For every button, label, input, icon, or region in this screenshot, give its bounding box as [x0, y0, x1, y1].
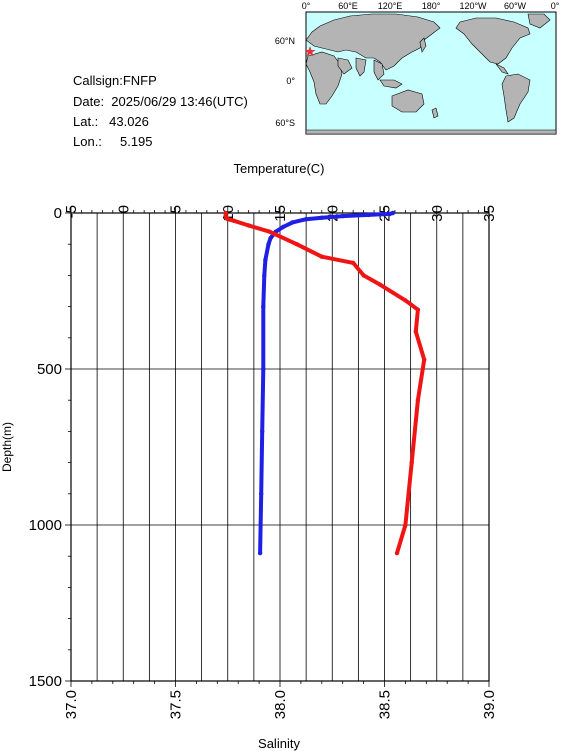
temperature-data-point: [387, 211, 392, 217]
land-antarctica: [305, 129, 557, 135]
bottom-tick-label: 38.5: [377, 690, 394, 719]
salinity-data-point: [403, 522, 408, 528]
top-tick-label: 5: [168, 205, 185, 213]
map-lon-label-2: 120°E: [378, 1, 403, 11]
temperature-data-point: [319, 215, 324, 220]
salinity-data-point: [409, 460, 414, 465]
land-africa: [305, 51, 343, 105]
temperature-data-point: [257, 550, 263, 556]
land-japan: [419, 37, 427, 53]
temperature-data-point: [259, 491, 264, 496]
salinity-data-point: [267, 229, 272, 234]
temperature-data-point: [290, 220, 295, 225]
salinity-data-point: [378, 282, 383, 287]
depth-tick-label: 0: [54, 205, 62, 222]
bottom-axis-label: Salinity: [258, 736, 300, 751]
map-lon-label-3: 180°: [422, 1, 441, 11]
salinity-data-point: [422, 357, 427, 362]
land-new-zealand: [431, 107, 439, 119]
latitude-text: Lat.: 43.026: [73, 114, 149, 129]
salinity-data-point: [351, 260, 356, 266]
y-axis-label: Depth(m): [0, 422, 14, 472]
chart-grid: [71, 213, 489, 681]
chart-ticks: [65, 207, 490, 687]
map-lon-label-1: 60°E: [338, 1, 358, 11]
land-indonesia: [379, 79, 403, 89]
land-se-asia: [373, 59, 385, 81]
land-eurasia: [305, 13, 441, 71]
world-map: 0° 60°E 120°E 180° 120°W 60°W 0° 60°N 0°…: [275, 1, 560, 135]
temperature-data-point: [261, 304, 266, 309]
map-lon-label-6: 0°: [551, 1, 560, 11]
temperature-data-point: [261, 366, 266, 372]
top-tick-label: 30: [429, 205, 446, 222]
salinity-data-point: [415, 307, 421, 312]
temperature-data-point: [340, 213, 345, 219]
salinity-data-point: [246, 223, 251, 228]
bottom-tick-label: 37.5: [168, 690, 185, 719]
land-greenland: [527, 13, 551, 29]
land-australia: [391, 89, 425, 113]
salinity-data-point: [361, 273, 366, 278]
salinity-data-point: [223, 210, 228, 216]
bottom-tick-label: 37.0: [63, 690, 80, 719]
temperature-data-point: [260, 429, 265, 434]
map-lon-label-5: 60°W: [504, 1, 527, 11]
salinity-data-point: [403, 298, 408, 303]
land-south-america: [501, 73, 531, 123]
top-tick-label: -5: [63, 205, 80, 218]
top-tick-label: 35: [481, 205, 498, 222]
salinity-data-point: [231, 218, 237, 223]
salinity-data-point: [319, 254, 324, 259]
top-tick-label: 15: [272, 205, 289, 222]
salinity-data-point: [223, 213, 228, 219]
depth-tick-label: 1500: [29, 673, 62, 690]
salinity-profile-line: [223, 211, 427, 556]
temperature-data-point: [266, 242, 271, 247]
land-arabia: [337, 57, 353, 75]
longitude-text: Lon.: 5.195: [73, 134, 153, 149]
salinity-data-point: [415, 398, 421, 403]
salinity-data-point: [394, 550, 400, 556]
land-central-america: [495, 63, 509, 75]
map-land: [305, 13, 557, 135]
temperature-data-point: [262, 273, 267, 278]
depth-tick-label: 1000: [29, 517, 62, 534]
top-axis-label: Temperature(C): [233, 161, 324, 176]
date-text: Date: 2025/06/29 13:46(UTC): [73, 94, 248, 109]
temperature-data-point: [303, 217, 309, 222]
depth-tick-label: 500: [37, 361, 62, 378]
bottom-tick-label: 39.0: [481, 690, 498, 719]
temperature-data-point: [263, 257, 268, 262]
map-lat-label-0: 0°: [286, 76, 295, 86]
salinity-data-point: [413, 329, 418, 334]
location-marker-star: [304, 46, 316, 57]
temperature-data-point: [366, 212, 371, 218]
land-india: [355, 57, 367, 77]
bottom-tick-label: 38.0: [272, 690, 289, 719]
map-lat-label-60n: 60°N: [275, 36, 295, 46]
top-tick-label: 10: [220, 205, 237, 222]
map-lon-label-0: 0°: [302, 1, 311, 11]
map-lon-label-4: 120°W: [459, 1, 487, 11]
land-north-america: [455, 17, 531, 65]
salinity-data-point: [294, 242, 299, 247]
map-lat-label-60s: 60°S: [275, 118, 295, 128]
temperature-data-point: [268, 235, 273, 241]
top-tick-label: 0: [115, 205, 132, 213]
callsign-text: Callsign:FNFP: [73, 73, 157, 88]
temperature-data-point: [280, 224, 286, 230]
chart-series: [223, 210, 427, 556]
salinity-data-point: [225, 217, 230, 222]
